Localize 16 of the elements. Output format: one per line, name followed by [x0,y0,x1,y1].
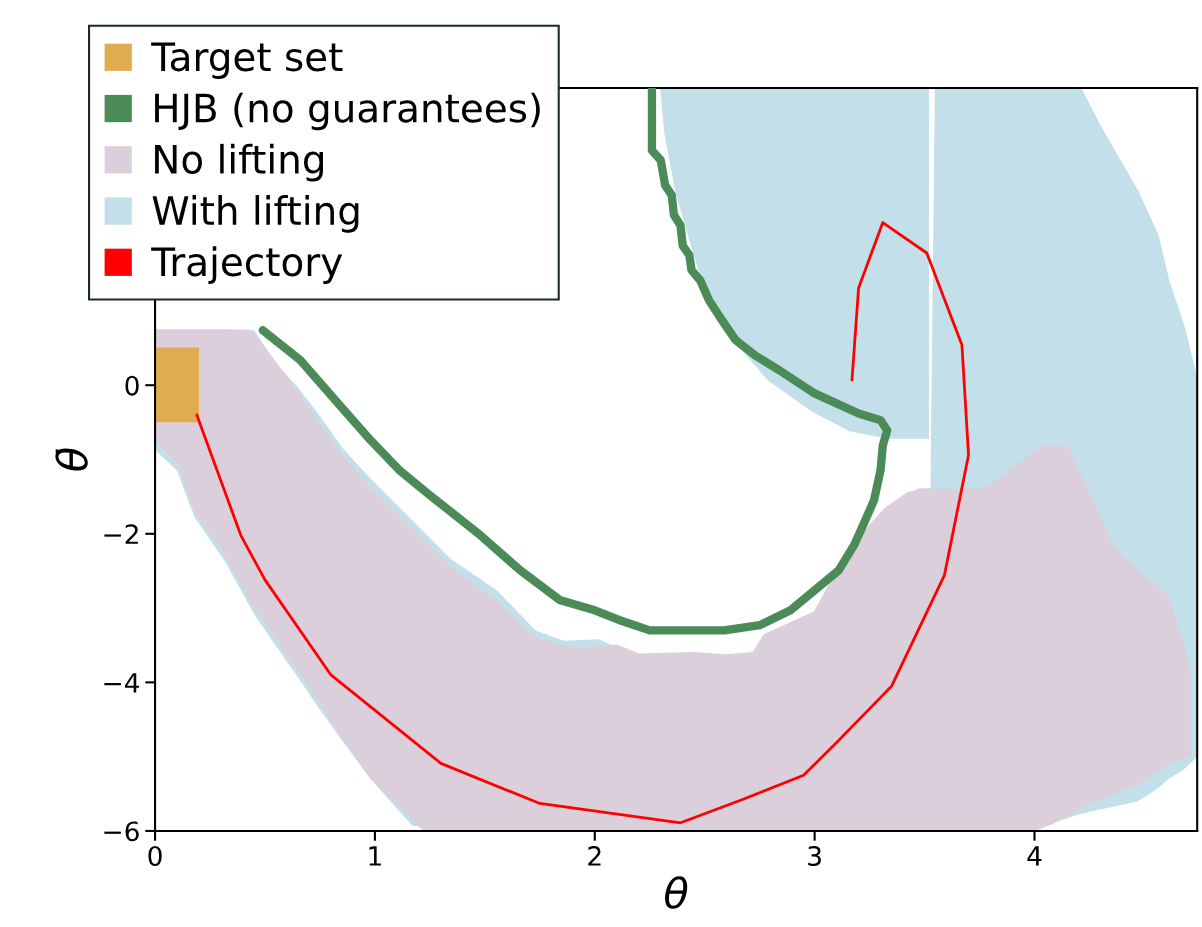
y-tick-label: −4 [104,673,139,693]
x-tick-label: 4 [1027,846,1042,866]
legend-label: With lifting [152,195,359,233]
x-axis-title: θ [665,876,688,909]
x-tick-label: 1 [369,846,381,866]
legend-label: Target set [151,42,343,79]
x-tick-label: 3 [808,846,821,866]
y-tick-label: −2 [104,524,138,544]
legend-label: Trajectory [151,246,343,284]
legend-label: HJB (no guarantees) [155,92,540,131]
x-tick-label: 0 [148,846,162,866]
y-tick-label: 0 [125,375,139,396]
x-tick-label: 2 [588,846,601,866]
y-axis-title: θ̇ [55,448,88,471]
y-tick-label: −6 [104,821,139,842]
legend-label: No lifting [155,143,323,182]
